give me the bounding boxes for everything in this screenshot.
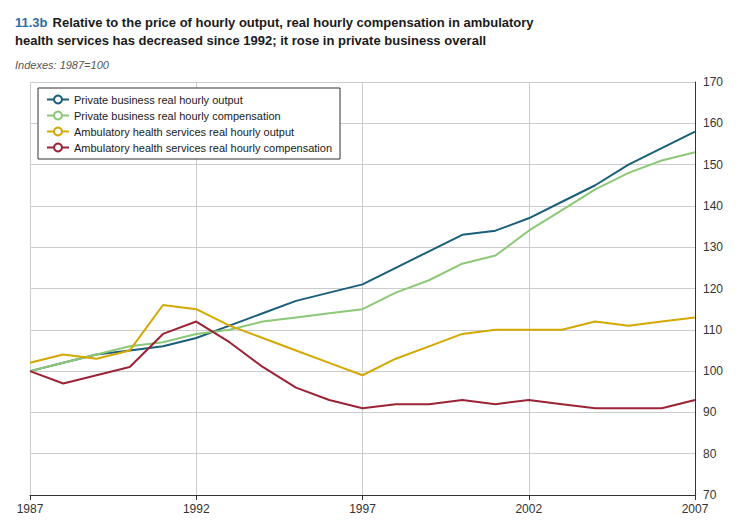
svg-text:90: 90 <box>703 405 717 419</box>
svg-text:2007: 2007 <box>682 502 709 516</box>
svg-text:70: 70 <box>703 488 717 502</box>
svg-text:150: 150 <box>703 158 723 172</box>
svg-text:Indexes: 1987=100: Indexes: 1987=100 <box>15 59 110 71</box>
svg-text:1987: 1987 <box>17 502 44 516</box>
svg-text:80: 80 <box>703 447 717 461</box>
svg-text:Private business real hourly c: Private business real hourly compensatio… <box>74 110 281 122</box>
svg-text:Relative to the price of hourl: Relative to the price of hourly output, … <box>53 15 535 30</box>
svg-text:170: 170 <box>703 75 723 89</box>
svg-text:2002: 2002 <box>515 502 542 516</box>
svg-text:130: 130 <box>703 240 723 254</box>
svg-text:1992: 1992 <box>183 502 210 516</box>
svg-text:health services has decreased: health services has decreased since 1992… <box>15 33 486 48</box>
svg-text:Private business real hourly o: Private business real hourly output <box>74 94 243 106</box>
svg-text:120: 120 <box>703 282 723 296</box>
svg-text:140: 140 <box>703 199 723 213</box>
svg-text:110: 110 <box>703 323 722 337</box>
svg-text:11.3b: 11.3b <box>15 15 48 30</box>
svg-text:Ambulatory health services rea: Ambulatory health services real hourly o… <box>74 126 294 138</box>
svg-text:100: 100 <box>703 364 723 378</box>
svg-text:Ambulatory health services rea: Ambulatory health services real hourly c… <box>74 142 332 154</box>
svg-text:160: 160 <box>703 116 723 130</box>
svg-text:1997: 1997 <box>349 502 376 516</box>
